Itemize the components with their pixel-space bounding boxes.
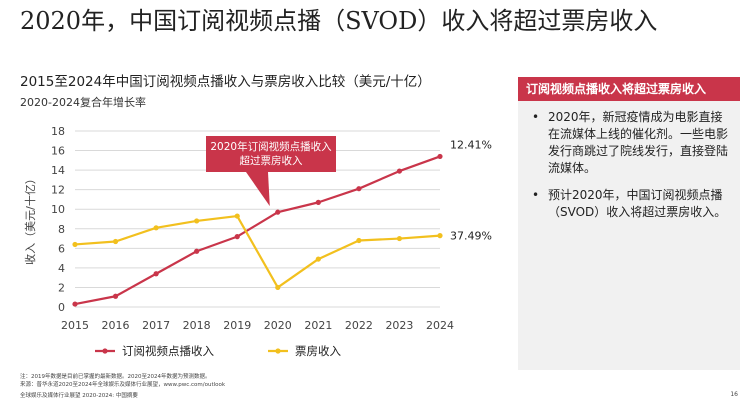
legend-marker [275, 348, 281, 354]
annotation-box [206, 136, 336, 172]
data-point [112, 238, 119, 245]
y-tick-label: 0 [58, 301, 65, 314]
y-tick-label: 2 [58, 281, 65, 294]
panel-bullet-text: 预计2020年，中国订阅视频点播（SVOD）收入将超过票房收入。 [548, 188, 727, 219]
data-point [356, 186, 362, 192]
annotation-pointer [246, 172, 270, 207]
x-tick-label: 2017 [142, 319, 170, 332]
panel-body: • 2020年，新冠疫情成为电影直接在流媒体上线的催化剂。一些电影发行商跳过了院线… [518, 101, 740, 370]
data-point [72, 301, 78, 307]
y-tick-label: 4 [58, 262, 65, 275]
cagr-label: 12.41% [450, 138, 492, 151]
y-tick-label: 16 [51, 145, 65, 158]
series-line [74, 214, 441, 289]
data-point [275, 209, 281, 215]
legend-label: 订阅视频点播收入 [122, 344, 214, 358]
data-point [234, 213, 240, 219]
data-point [234, 234, 240, 240]
y-tick-label: 12 [51, 184, 65, 197]
y-tick-label: 8 [58, 223, 65, 236]
data-point [315, 256, 321, 262]
data-point [112, 293, 119, 299]
chart-series: 12.41% 37.49% [72, 138, 492, 307]
y-tick-label: 18 [51, 125, 65, 138]
bullet-icon: • [532, 188, 540, 202]
annotation-text: 超过票房收入 [240, 154, 303, 167]
data-point [275, 284, 281, 291]
x-tick-label: 2015 [61, 319, 89, 332]
data-point [396, 235, 403, 242]
footer: 全球娱乐及媒体行业展望 2020-2024: 中国摘要 [20, 393, 138, 399]
chart-axes: 0 2 4 6 8 10 12 14 16 18 2015 2016 2017 2018 2019 2020 2… [23, 125, 454, 332]
panel-bullet-item: • 2020年，新冠疫情成为电影直接在流媒体上线的催化剂。一些电影发行商跳过了院线… [526, 109, 732, 177]
footnote: 注：2019年数据是目前已掌握的最新数据。2020至2024年数据为预测数据。 … [20, 373, 225, 389]
chart-subtitle: 2020-2024复合年增长率 [20, 96, 146, 109]
x-tick-label: 2018 [183, 319, 211, 332]
x-tick-label: 2023 [385, 319, 413, 332]
x-tick-label: 2016 [102, 319, 130, 332]
x-tick-label: 2019 [223, 319, 251, 332]
page-number: 16 [730, 391, 738, 398]
data-point [153, 225, 159, 231]
revenue-line-chart: 0 2 4 6 8 10 12 14 16 18 2015 2016 2017 2018 2019 2020 2… [23, 125, 492, 358]
footnote-source: 来源：普华永道2020至2024年全球娱乐及媒体行业展望，www.pwc.com… [20, 382, 226, 388]
chart-legend: 订阅视频点播收入 票房收入 [95, 344, 341, 358]
data-point [396, 168, 403, 174]
x-tick-label: 2020 [264, 319, 292, 332]
data-point [315, 199, 321, 205]
chart-title: 2015至2024年中国订阅视频点播收入与票房收入比较（美元/十亿） [20, 74, 431, 90]
cagr-label: 37.49% [450, 230, 492, 243]
data-point [194, 218, 200, 224]
panel-bullet-text: 2020年，新冠疫情成为电影直接在流媒体上线的催化剂。一些电影发行商跳过了院线发… [548, 110, 729, 175]
y-axis-label: 收入（美元/十亿） [23, 173, 37, 265]
data-point [437, 153, 443, 160]
y-tick-label: 6 [58, 242, 65, 255]
x-tick-label: 2021 [304, 319, 332, 332]
legend-marker [102, 348, 108, 354]
x-tick-label: 2022 [345, 319, 373, 332]
footnote-note: 注：2019年数据是目前已掌握的最新数据。2020至2024年数据为预测数据。 [20, 374, 211, 380]
data-point [72, 241, 78, 248]
y-tick-label: 14 [51, 164, 65, 177]
y-tick-label: 10 [51, 203, 65, 216]
panel-header: 订阅视频点播收入将超过票房收入 [518, 77, 740, 101]
data-point [153, 271, 159, 277]
page-title: 2020年，中国订阅视频点播（SVOD）收入将超过票房收入 [20, 7, 658, 35]
panel-bullet-item: • 预计2020年，中国订阅视频点播（SVOD）收入将超过票房收入。 [526, 187, 732, 221]
legend-label: 票房收入 [295, 344, 341, 358]
data-point [356, 237, 362, 244]
bullet-icon: • [532, 110, 540, 124]
data-point [437, 233, 443, 239]
annotation-text: 2020年订阅视频点播收入 [210, 140, 332, 153]
data-point [194, 248, 200, 254]
x-tick-label: 2024 [426, 319, 454, 332]
series-line [74, 155, 441, 306]
panel-bullet-list: • 2020年，新冠疫情成为电影直接在流媒体上线的催化剂。一些电影发行商跳过了院线… [526, 109, 732, 221]
